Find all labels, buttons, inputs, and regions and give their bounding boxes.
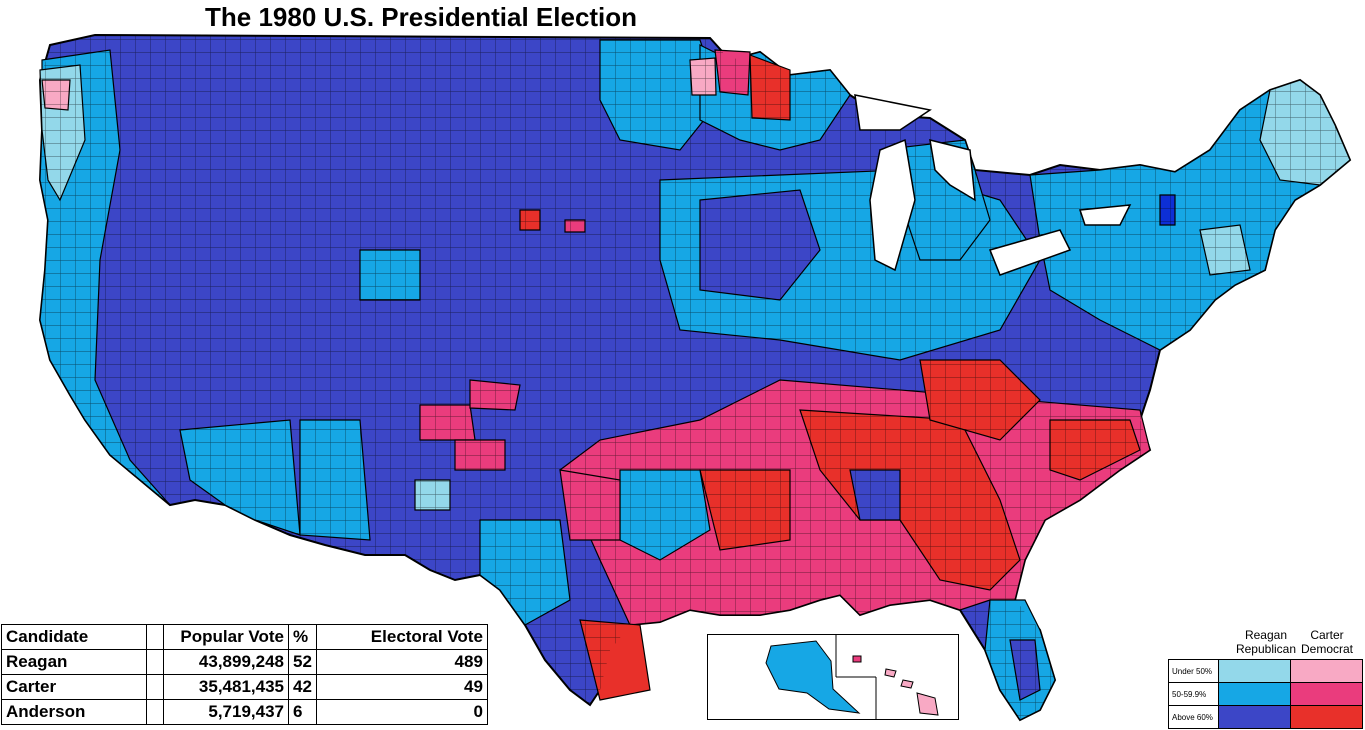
results-row-carter: Carter 35,481,435 42 49 [1,674,488,700]
row-spacer [146,699,164,725]
alaska-shape [765,640,861,714]
vote-percent: 6 [288,699,317,725]
legend-swatch-reagan-above-60 [1217,705,1291,729]
results-row-reagan: Reagan 43,899,248 52 489 [1,649,488,675]
popular-vote: 35,481,435 [163,674,289,700]
hawaii-small-island [852,655,862,663]
legend-col-line1: Reagan [1244,628,1288,642]
legend-row-label: Under 50% [1168,659,1219,683]
results-table: Candidate Popular Vote % Electoral Vote … [1,624,488,725]
electoral-vote: 49 [315,674,488,700]
header-spacer [146,624,164,650]
legend-row-50-59: 50-59.9% [1168,682,1364,706]
legend-col-line2: Democrat [1300,642,1353,656]
legend-row-above-60: Above 60% [1168,705,1364,729]
legend-table: Under 50% 50-59.9% Above 60% [1168,659,1364,729]
candidate-name: Anderson [1,699,147,725]
popular-vote: 5,719,437 [163,699,289,725]
legend-swatch-carter-above-60 [1289,705,1364,729]
legend-col-line1: Carter [1310,628,1344,642]
inset-frame [765,635,939,719]
electoral-vote: 0 [315,699,488,725]
header-percent: % [288,624,317,650]
vote-percent: 52 [288,649,317,675]
legend-col-carter: Carter Democrat [1291,628,1363,656]
candidate-name: Reagan [1,649,147,675]
results-row-anderson: Anderson 5,719,437 6 0 [1,699,488,725]
row-spacer [146,674,164,700]
candidate-name: Carter [1,674,147,700]
header-popular-vote: Popular Vote [163,624,289,650]
legend-swatch-reagan-under-50 [1217,659,1291,683]
legend-swatch-carter-under-50 [1289,659,1364,683]
legend-col-reagan: Reagan Republican [1230,628,1302,656]
header-electoral-vote: Electoral Vote [315,624,488,650]
legend-row-label: Above 60% [1168,705,1219,729]
map-title: The 1980 U.S. Presidential Election [205,2,638,32]
results-header-row: Candidate Popular Vote % Electoral Vote [1,624,488,650]
legend-swatch-reagan-50-59 [1217,682,1291,706]
vote-percent: 42 [288,674,317,700]
legend-row-label: 50-59.9% [1168,682,1219,706]
popular-vote: 43,899,248 [163,649,289,675]
legend-row-under-50: Under 50% [1168,659,1364,683]
header-candidate: Candidate [1,624,147,650]
great-lakes [854,94,1132,276]
alaska-hawaii-inset-box [707,634,959,720]
legend-col-line2: Republican [1235,642,1297,656]
hawaii-islands [884,668,939,716]
row-spacer [146,649,164,675]
electoral-vote: 489 [315,649,488,675]
legend-swatch-carter-50-59 [1289,682,1364,706]
